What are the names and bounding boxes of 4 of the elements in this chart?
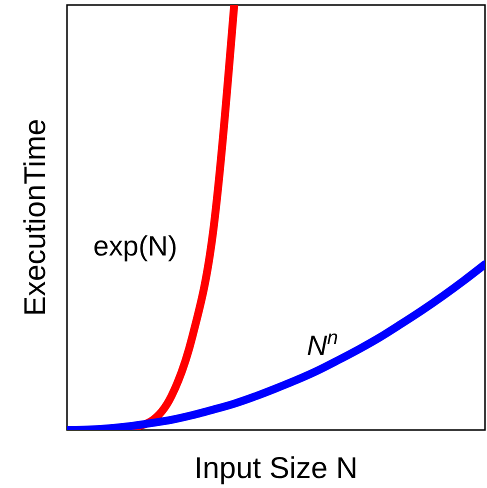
y-axis-title: ExecutionTime bbox=[19, 118, 52, 316]
series-label: N$^{n}$ bbox=[306, 326, 338, 361]
series-label: exp(N) bbox=[93, 230, 178, 262]
x-axis-title: Input Size N bbox=[194, 452, 358, 485]
